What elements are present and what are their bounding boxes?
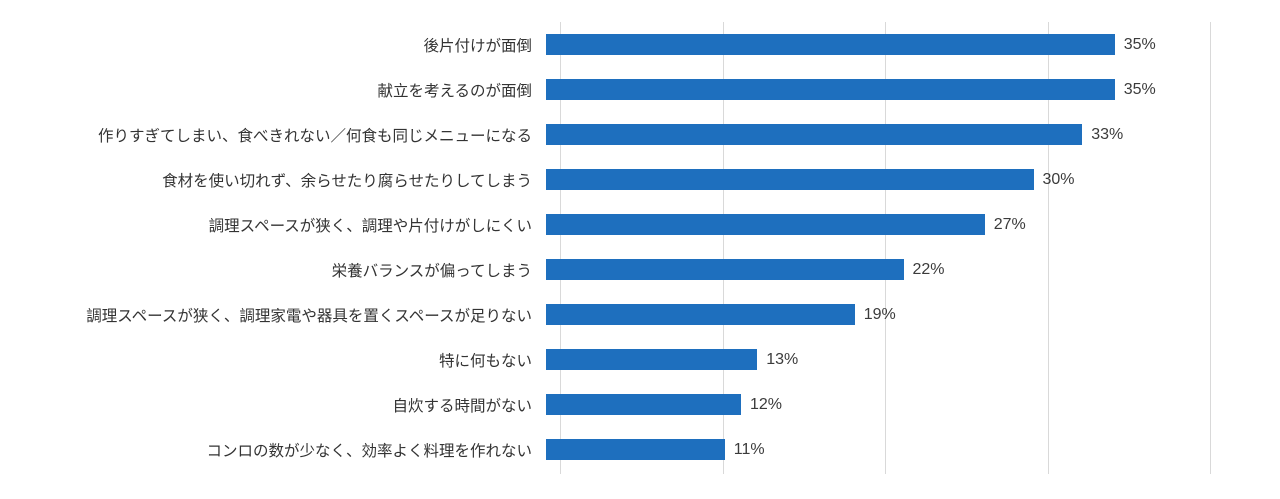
gridline xyxy=(1210,22,1211,474)
bar-area: 13% xyxy=(546,349,1196,370)
bar-area: 35% xyxy=(546,79,1196,100)
category-label: コンロの数が少なく、効率よく料理を作れない xyxy=(206,442,532,460)
category-label: 調理スペースが狭く、調理家電や器具を置くスペースが足りない xyxy=(86,307,532,325)
gridlines xyxy=(560,22,1211,474)
chart-row: 自炊する時間がない 12% xyxy=(0,382,1280,427)
chart-row: 献立を考えるのが面倒 35% xyxy=(0,67,1280,112)
value-label: 22% xyxy=(912,260,945,278)
value-label: 35% xyxy=(1123,35,1156,53)
chart-row: 調理スペースが狭く、調理や片付けがしにくい 27% xyxy=(0,202,1280,247)
bar-area: 30% xyxy=(546,169,1196,190)
category-label: 献立を考えるのが面倒 xyxy=(377,82,532,100)
chart-rows: 後片付けが面倒 35% 献立を考えるのが面倒 35% 作りすぎてしまい、食べきれ… xyxy=(0,22,1280,472)
value-label: 11% xyxy=(733,440,765,458)
chart-row: 食材を使い切れず、余らせたり腐らせたりしてしまう 30% xyxy=(0,157,1280,202)
category-label: 特に何もない xyxy=(438,352,532,370)
category-label: 作りすぎてしまい、食べきれない／何食も同じメニューになる xyxy=(97,127,532,145)
category-label: 食材を使い切れず、余らせたり腐らせたりしてしまう xyxy=(162,172,532,190)
bar xyxy=(546,259,904,280)
value-label: 19% xyxy=(863,305,896,323)
bar-area: 11% xyxy=(546,439,1196,460)
bar-area: 27% xyxy=(546,214,1196,235)
bar xyxy=(546,214,985,235)
value-label: 13% xyxy=(766,350,799,368)
gridline xyxy=(560,22,561,474)
bar xyxy=(546,124,1083,145)
value-label: 30% xyxy=(1042,170,1075,188)
category-label: 栄養バランスが偏ってしまう xyxy=(331,262,532,280)
chart-row: コンロの数が少なく、効率よく料理を作れない 11% xyxy=(0,427,1280,472)
category-label: 後片付けが面倒 xyxy=(423,37,532,55)
gridline xyxy=(885,22,886,474)
bar-area: 12% xyxy=(546,394,1196,415)
bar xyxy=(546,304,855,325)
value-label: 33% xyxy=(1091,125,1124,143)
bar-area: 22% xyxy=(546,259,1196,280)
chart-row: 作りすぎてしまい、食べきれない／何食も同じメニューになる 33% xyxy=(0,112,1280,157)
bar xyxy=(546,349,758,370)
category-label: 調理スペースが狭く、調理や片付けがしにくい xyxy=(208,217,532,235)
gridline xyxy=(1047,22,1049,474)
category-label: 自炊する時間がない xyxy=(392,397,532,415)
chart-row: 調理スペースが狭く、調理家電や器具を置くスペースが足りない 19% xyxy=(0,292,1280,337)
bar xyxy=(546,394,741,415)
value-label: 12% xyxy=(750,395,783,413)
chart-row: 栄養バランスが偏ってしまう 22% xyxy=(0,247,1280,292)
bar xyxy=(546,79,1115,100)
bar xyxy=(546,169,1034,190)
bar xyxy=(546,34,1115,55)
bar-area: 35% xyxy=(546,34,1196,55)
value-label: 27% xyxy=(993,215,1026,233)
chart-row: 後片付けが面倒 35% xyxy=(0,22,1280,67)
bar-area: 33% xyxy=(546,124,1196,145)
bar-area: 19% xyxy=(546,304,1196,325)
bar xyxy=(546,439,725,460)
chart-row: 特に何もない 13% xyxy=(0,337,1280,382)
gridline xyxy=(722,22,724,474)
value-label: 35% xyxy=(1123,80,1156,98)
